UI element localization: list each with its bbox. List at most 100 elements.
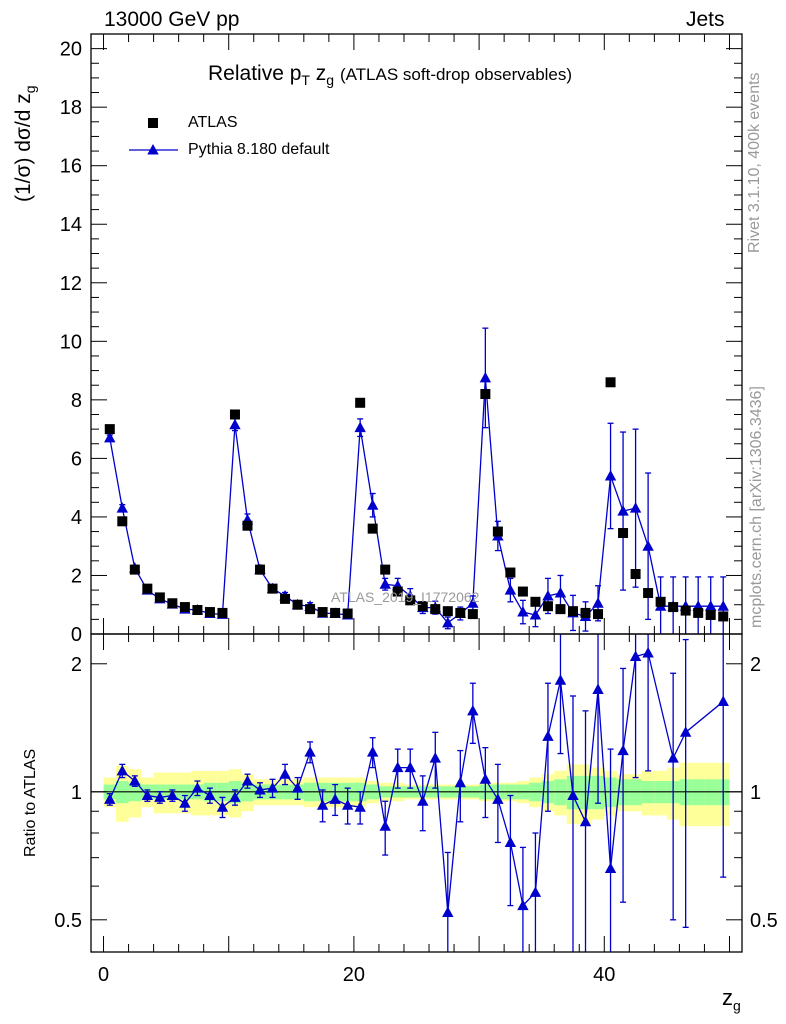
ratio-point (479, 773, 492, 784)
header-right: Jets (686, 8, 725, 31)
y-tick-label: 4 (71, 507, 82, 529)
data-point (204, 607, 215, 618)
data-point (167, 598, 178, 609)
ratio-y-tick-label-left: 2 (71, 654, 82, 676)
mc-point (354, 421, 366, 433)
data-point (117, 516, 128, 527)
ratio-point (429, 752, 441, 763)
mc-line (109, 377, 724, 624)
mc-point (705, 600, 717, 611)
data-point (668, 602, 679, 613)
ratio-point (417, 795, 429, 806)
mc-point (104, 431, 116, 443)
data-point (242, 520, 253, 531)
ratio-point (604, 862, 617, 874)
ratio-point (629, 650, 642, 662)
ratio-point (554, 674, 567, 685)
data-point (505, 567, 516, 578)
ratio-point (204, 789, 216, 801)
ratio-point (366, 746, 379, 757)
data-point (367, 523, 378, 534)
data-point (630, 569, 641, 579)
data-point (355, 397, 366, 408)
data-point (517, 586, 528, 597)
data-point (530, 596, 541, 607)
ratio-point (404, 761, 416, 773)
ratio-point (266, 782, 279, 793)
data-point (605, 377, 616, 388)
y-tick-label: 0 (71, 624, 82, 646)
ratio-point (141, 789, 154, 801)
ratio-point (579, 815, 592, 827)
data-point (580, 607, 591, 618)
mc-point (116, 502, 128, 513)
ratio-point (104, 793, 116, 804)
mc-point (529, 608, 542, 620)
data-point (567, 606, 578, 617)
ratio-point (316, 799, 329, 810)
mc-point (604, 469, 617, 481)
data-point (705, 609, 716, 620)
ratio-point (617, 744, 629, 756)
data-point (154, 592, 165, 603)
axis-ticks (91, 34, 742, 952)
ratio-y-tick-label-right: 0.5 (750, 910, 778, 932)
data-point (405, 595, 416, 606)
data-point (292, 599, 303, 610)
ratio-y-tick-label-left: 0.5 (54, 910, 82, 932)
ratio-point (241, 775, 254, 786)
ratio-point (667, 752, 679, 763)
data-point (142, 583, 153, 594)
mc-point (517, 606, 529, 617)
data-point (492, 526, 503, 537)
ratio-point (492, 793, 504, 804)
ratio-point (517, 899, 529, 911)
y-axis-label-main: (1/σ) dσ/d zg (12, 85, 39, 202)
data-point (267, 583, 278, 594)
data-point (693, 607, 704, 618)
mc-point (504, 584, 517, 595)
ratio-point (467, 704, 479, 716)
mc-point (592, 597, 604, 608)
ratio-point (254, 783, 266, 795)
ratio-point (354, 801, 366, 812)
data-point (280, 593, 291, 604)
mc-point (467, 597, 479, 608)
ratio-point (592, 683, 604, 695)
data-point (643, 588, 654, 599)
data-point (542, 601, 553, 612)
data-point (680, 605, 691, 616)
legend (129, 118, 178, 155)
ratio-point (454, 776, 467, 788)
ratio-point (116, 764, 128, 776)
y-tick-label: 2 (71, 565, 82, 587)
x-tick-label: 0 (98, 964, 109, 986)
y-tick-label: 18 (60, 97, 82, 119)
ratio-frame (90, 633, 743, 953)
mc-point (717, 600, 729, 611)
y-tick-label: 20 (60, 39, 82, 61)
ratio-point (642, 647, 654, 658)
ratio-point (679, 726, 692, 737)
ratio-point (567, 789, 579, 801)
mc-point (379, 578, 391, 589)
ratio-point (542, 730, 554, 741)
y-tick-label: 6 (71, 448, 82, 470)
ratio-point (442, 906, 454, 918)
y-axis-label-ratio: Ratio to ATLAS (22, 748, 39, 857)
data-point (380, 564, 391, 575)
ratio-point (279, 768, 291, 779)
data-point (718, 611, 729, 622)
ratio-point (229, 791, 241, 802)
legend-marker-atlas (148, 118, 158, 128)
mc-point (479, 371, 492, 383)
data-point (217, 607, 228, 618)
ratio-point (154, 791, 166, 802)
data-point (555, 604, 566, 615)
mc-point (366, 499, 379, 510)
ratio-point (379, 820, 391, 831)
ratio-point (341, 799, 354, 810)
data-point (593, 609, 604, 620)
data-point (655, 596, 666, 607)
